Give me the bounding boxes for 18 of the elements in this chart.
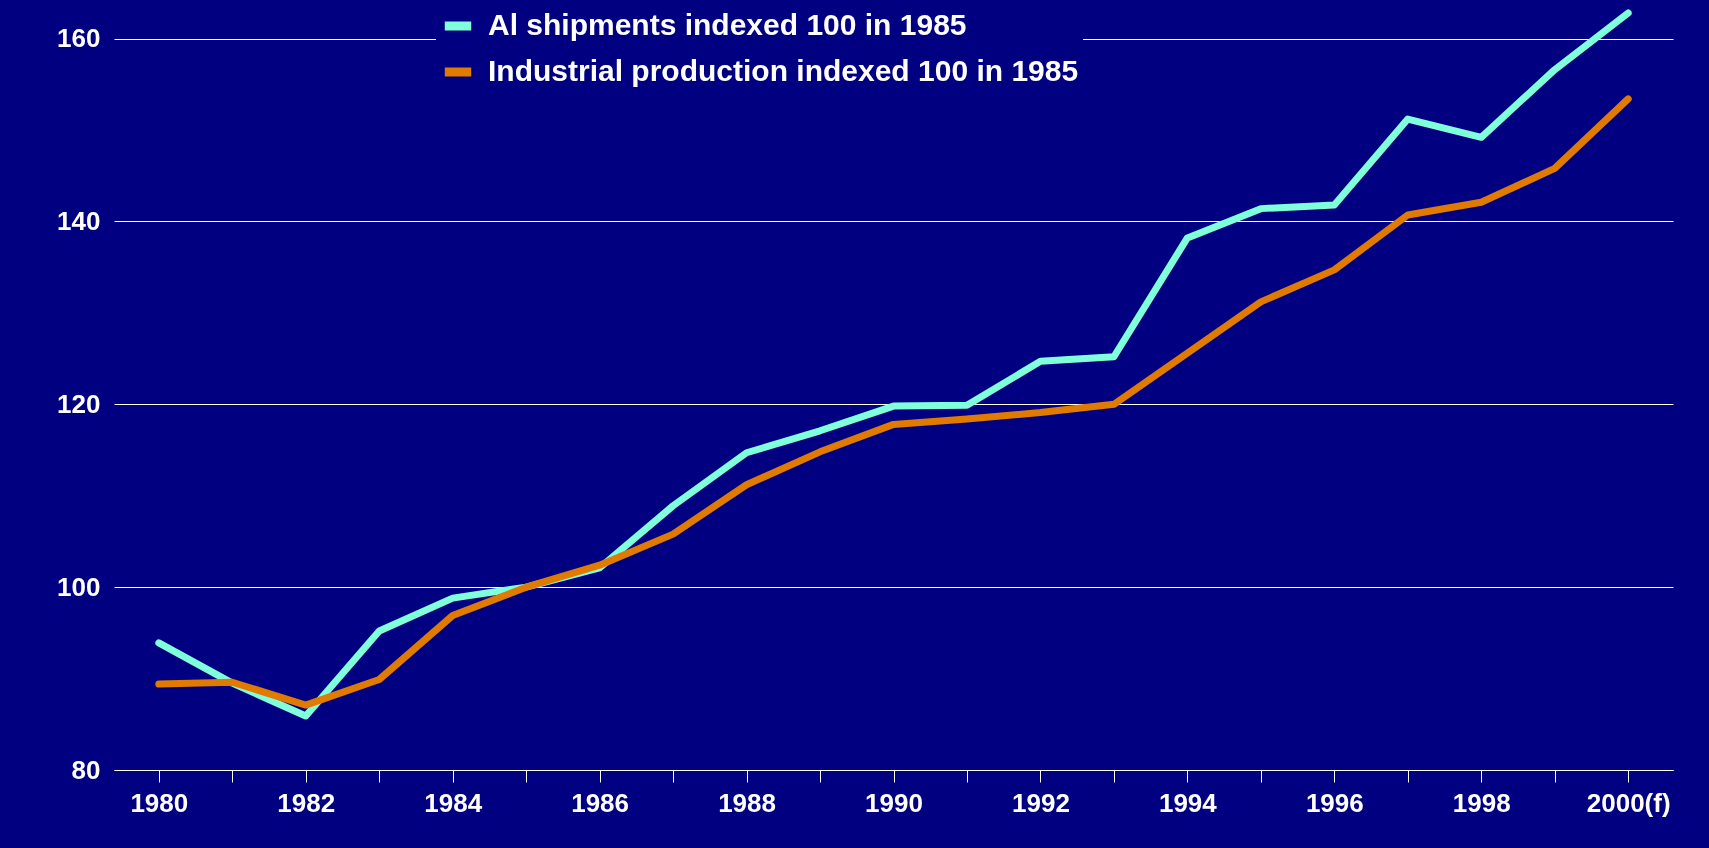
legend-label: Al shipments indexed 100 in 1985 bbox=[488, 8, 967, 41]
x-tick-label: 1998 bbox=[1452, 787, 1511, 818]
x-tick-label: 1996 bbox=[1305, 787, 1364, 818]
y-tick-label: 100 bbox=[57, 571, 101, 602]
x-tick-label: 1992 bbox=[1012, 787, 1070, 818]
y-tick-label: 120 bbox=[57, 388, 101, 419]
x-tick-label: 1994 bbox=[1158, 787, 1218, 818]
legend-label: Industrial production indexed 100 in 1985 bbox=[488, 54, 1079, 87]
x-tick-label: 1986 bbox=[571, 787, 630, 818]
x-tick-label: 1984 bbox=[424, 787, 483, 818]
y-tick-label: 160 bbox=[57, 23, 101, 54]
x-tick-label: 2000(f) bbox=[1586, 787, 1671, 818]
x-tick-label: 1980 bbox=[130, 787, 189, 818]
y-tick-label: 80 bbox=[71, 754, 101, 785]
x-tick-label: 1988 bbox=[718, 787, 776, 818]
x-tick-label: 1990 bbox=[865, 787, 923, 818]
y-tick-label: 140 bbox=[57, 205, 101, 236]
x-tick-label: 1982 bbox=[277, 787, 336, 818]
